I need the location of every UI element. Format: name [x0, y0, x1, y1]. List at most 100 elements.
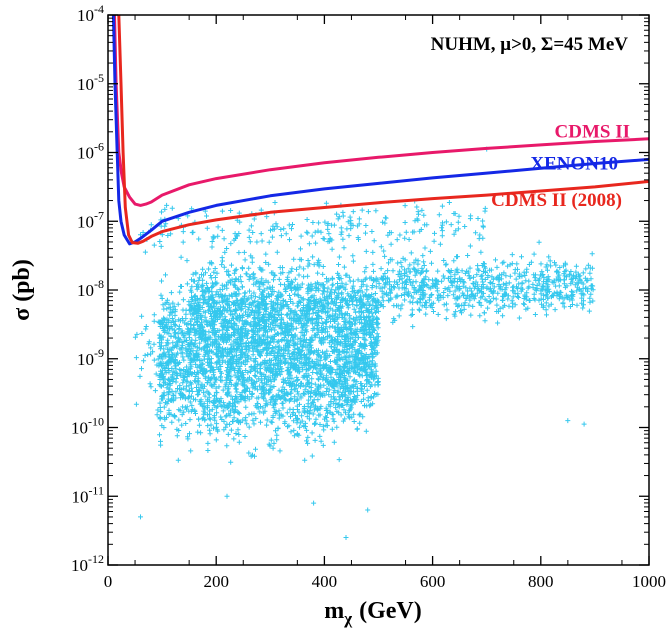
scatter-point: [213, 377, 219, 383]
scatter-point: [253, 373, 259, 379]
scatter-point: [309, 376, 315, 382]
scatter-point: [265, 350, 271, 356]
scatter-point: [204, 344, 210, 350]
scatter-point: [368, 395, 374, 401]
scatter-point: [363, 265, 369, 271]
scatter-point: [375, 382, 381, 388]
scatter-point: [314, 356, 320, 362]
scatter-point: [223, 339, 229, 345]
scatter-point: [303, 337, 309, 343]
scatter-point: [323, 355, 329, 361]
scatter-point: [239, 344, 245, 350]
scatter-point: [363, 428, 369, 434]
scatter-point: [234, 346, 240, 352]
scatter-point: [345, 291, 351, 297]
scatter-point: [176, 326, 182, 331]
scatter-point: [297, 264, 303, 270]
x-tick-label: 200: [203, 572, 229, 591]
scatter-point: [355, 277, 361, 283]
scatter-point: [233, 431, 239, 436]
scatter-point: [166, 319, 172, 325]
scatter-point: [324, 348, 330, 354]
scatter-point: [335, 281, 340, 286]
scatter-point: [168, 346, 174, 352]
scatter-point: [371, 376, 377, 382]
scatter-point: [171, 392, 177, 398]
y-axis-title: σ (pb): [9, 259, 35, 321]
scatter-point: [243, 404, 249, 410]
scatter-point: [322, 304, 328, 310]
scatter-point: [251, 271, 257, 277]
scatter-point: [197, 368, 203, 374]
scatter-point: [175, 301, 181, 307]
scatter-point: [285, 333, 291, 339]
scatter-point: [375, 391, 381, 397]
scatter-point: [347, 391, 353, 397]
scatter-point: [278, 347, 284, 352]
scatter-point: [310, 370, 316, 375]
scatter-point: [264, 352, 270, 358]
scatter-point: [328, 344, 334, 349]
scatter-point: [164, 306, 170, 312]
scatter-point: [170, 340, 176, 346]
scatter-point: [364, 377, 370, 382]
scatter-point: [213, 385, 219, 391]
scatter-point: [331, 341, 337, 347]
scatter-point: [257, 383, 263, 389]
scatter-point: [274, 360, 280, 366]
scatter-point: [267, 357, 273, 363]
scatter-point: [169, 316, 175, 321]
scatter-point: [169, 376, 175, 382]
scatter-point: [248, 356, 254, 362]
scatter-point: [303, 340, 309, 345]
scatter-point: [330, 348, 336, 354]
scatter-point: [339, 334, 345, 340]
scatter-point: [201, 331, 207, 337]
scatter-point: [206, 266, 212, 272]
scatter-point: [351, 378, 357, 384]
scatter-point: [158, 409, 164, 415]
scatter-point: [211, 340, 217, 346]
scatter-point: [255, 387, 261, 393]
scatter-point: [375, 325, 381, 331]
scatter-point: [213, 424, 219, 430]
scatter-point: [197, 340, 203, 346]
scatter-point: [214, 280, 220, 286]
scatter-point: [237, 363, 243, 369]
scatter-point: [371, 325, 376, 331]
series-label-0: CDMS II: [555, 121, 630, 142]
scatter-point: [229, 353, 235, 359]
scatter-point: [237, 355, 243, 360]
scatter-point: [278, 270, 284, 276]
scatter-point: [231, 415, 237, 421]
series-label-2: CDMS II (2008): [491, 190, 622, 211]
series-label-1: XENON10: [530, 154, 618, 175]
scatter-point: [242, 290, 248, 296]
scatter-point: [321, 382, 327, 388]
x-axis-title-main: m: [324, 598, 344, 624]
scatter-point: [373, 373, 379, 379]
scatter-point: [297, 307, 303, 313]
scatter-point: [177, 346, 183, 352]
scatter-point: [198, 358, 204, 363]
scatter-point: [264, 368, 269, 374]
scatter-point: [318, 384, 324, 390]
scatter-point: [286, 339, 292, 345]
x-axis-title-unit: (GeV): [359, 598, 422, 624]
scatter-point: [278, 352, 284, 358]
scatter-point: [259, 373, 265, 379]
scatter-point: [242, 257, 248, 263]
scatter-point: [177, 367, 183, 372]
scatter-point: [270, 325, 276, 331]
scatter-point: [177, 289, 183, 295]
scatter-point: [195, 318, 201, 324]
scatter-point: [329, 287, 335, 293]
scatter-point: [208, 273, 214, 278]
scatter-point: [159, 278, 164, 284]
scatter-point: [166, 301, 172, 307]
scatter-point: [336, 351, 342, 357]
scatter-point: [177, 318, 183, 324]
scatter-point: [201, 309, 207, 315]
scatter-point: [192, 370, 197, 375]
